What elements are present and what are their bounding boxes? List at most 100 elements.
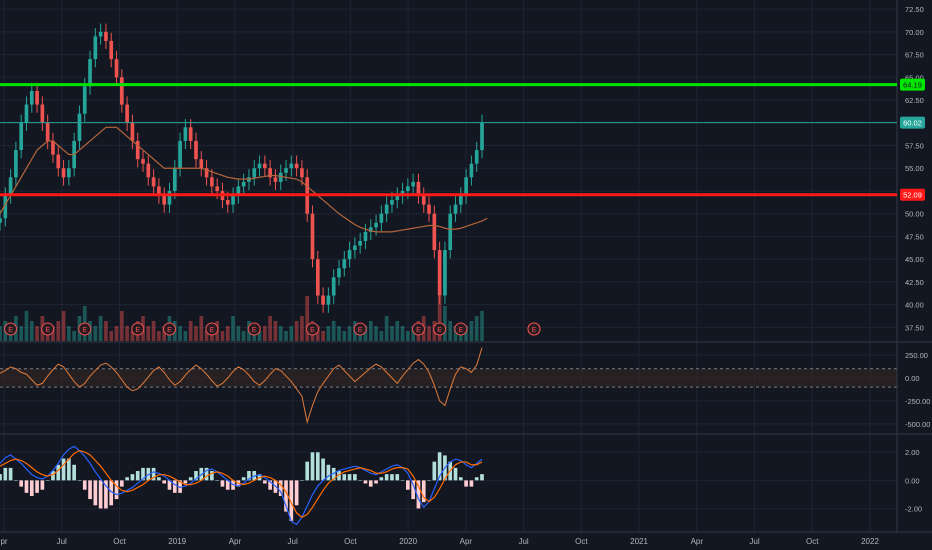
earnings-marker[interactable]: E — [4, 322, 18, 336]
candle-body[interactable] — [231, 195, 235, 205]
candle-body[interactable] — [119, 77, 124, 105]
candle-body[interactable] — [443, 250, 447, 296]
candle-body[interactable] — [188, 127, 193, 141]
candle-body[interactable] — [241, 181, 246, 187]
candle-body[interactable] — [204, 168, 209, 178]
candle-body[interactable] — [448, 213, 453, 251]
candle-body[interactable] — [141, 159, 145, 164]
candle-body[interactable] — [210, 177, 214, 187]
candle-body[interactable] — [194, 140, 198, 160]
candle-body[interactable] — [135, 140, 140, 160]
candle-body[interactable] — [480, 122, 484, 151]
candle-body[interactable] — [326, 295, 331, 305]
candle-body[interactable] — [294, 163, 299, 169]
candle-body[interactable] — [35, 90, 39, 105]
candle-body[interactable] — [82, 86, 87, 114]
candle-body[interactable] — [395, 195, 400, 201]
candle-body[interactable] — [114, 59, 119, 78]
candle-body[interactable] — [252, 168, 257, 178]
candle-body[interactable] — [315, 259, 320, 296]
candle-body[interactable] — [347, 250, 352, 260]
cci-pane[interactable] — [0, 347, 897, 424]
candle-body[interactable] — [263, 163, 267, 169]
candle-body[interactable] — [167, 190, 172, 205]
candle-body[interactable] — [353, 245, 357, 251]
candle-body[interactable] — [474, 150, 479, 164]
candle-body[interactable] — [88, 59, 92, 87]
candle-body[interactable] — [321, 295, 325, 305]
candle-body[interactable] — [93, 36, 98, 60]
candle-body[interactable] — [125, 104, 129, 123]
candle-body[interactable] — [236, 186, 241, 196]
candle-body[interactable] — [172, 168, 177, 191]
candle-body[interactable] — [437, 250, 442, 296]
candle-body[interactable] — [416, 181, 421, 196]
candle-body[interactable] — [98, 31, 103, 37]
candle-body[interactable] — [3, 195, 8, 219]
candle-body[interactable] — [427, 204, 431, 214]
candle-body[interactable] — [151, 177, 156, 187]
earnings-marker[interactable]: E — [247, 322, 261, 336]
candle-body[interactable] — [374, 222, 378, 228]
candle-body[interactable] — [45, 122, 50, 141]
candle-body[interactable] — [289, 163, 294, 169]
earnings-marker[interactable]: E — [527, 322, 541, 336]
candle-body[interactable] — [331, 277, 336, 296]
earnings-marker[interactable]: E — [41, 322, 55, 336]
earnings-marker[interactable]: E — [131, 322, 145, 336]
candle-body[interactable] — [406, 186, 410, 191]
candle-body[interactable] — [61, 168, 66, 178]
candle-body[interactable] — [162, 195, 167, 205]
candle-body[interactable] — [464, 177, 468, 196]
candle-body[interactable] — [268, 168, 272, 178]
earnings-marker[interactable]: E — [411, 322, 425, 336]
candle-body[interactable] — [469, 163, 474, 178]
earnings-marker[interactable]: E — [162, 322, 176, 336]
candle-body[interactable] — [40, 104, 45, 123]
candle-body[interactable] — [453, 204, 458, 214]
candle-body[interactable] — [56, 154, 61, 169]
candle-body[interactable] — [257, 163, 262, 169]
candle-body[interactable] — [368, 227, 373, 232]
candle-body[interactable] — [51, 140, 55, 155]
candle-body[interactable] — [14, 150, 18, 178]
candle-body[interactable] — [225, 200, 230, 205]
candle-body[interactable] — [199, 159, 204, 169]
candle-body[interactable] — [0, 218, 2, 223]
candle-body[interactable] — [284, 168, 288, 173]
candle-body[interactable] — [183, 127, 188, 141]
candle-body[interactable] — [300, 168, 304, 178]
candle-body[interactable] — [384, 204, 389, 214]
candle-body[interactable] — [178, 140, 182, 169]
candle-body[interactable] — [109, 40, 114, 60]
candle-body[interactable] — [130, 122, 135, 141]
candle-body[interactable] — [421, 195, 426, 205]
candle-body[interactable] — [363, 231, 368, 241]
earnings-marker[interactable]: E — [454, 322, 468, 336]
candle-body[interactable] — [77, 113, 82, 141]
candle-body[interactable] — [411, 181, 415, 187]
candle-body[interactable] — [358, 240, 363, 246]
earnings-marker[interactable]: E — [306, 322, 320, 336]
candle-body[interactable] — [390, 200, 394, 205]
candle-body[interactable] — [273, 177, 278, 182]
macd-pane[interactable] — [0, 445, 484, 526]
candle-body[interactable] — [310, 213, 315, 260]
candle-body[interactable] — [24, 104, 29, 123]
candle-body[interactable] — [67, 168, 71, 178]
candle-body[interactable] — [19, 122, 24, 151]
candle-body[interactable] — [337, 268, 341, 278]
candle-body[interactable] — [104, 31, 108, 41]
candle-body[interactable] — [215, 186, 219, 191]
candle-body[interactable] — [278, 172, 283, 182]
candle-body[interactable] — [157, 186, 161, 196]
earnings-marker[interactable]: E — [78, 322, 92, 336]
earnings-marker[interactable]: E — [433, 322, 447, 336]
horizontal-levels[interactable]: 64.19 60.02 52.09 — [0, 78, 925, 201]
earnings-marker[interactable]: E — [353, 322, 367, 336]
candle-body[interactable] — [432, 213, 437, 251]
candle-body[interactable] — [379, 213, 384, 223]
candle-body[interactable] — [29, 90, 34, 105]
candle-body[interactable] — [458, 195, 463, 205]
